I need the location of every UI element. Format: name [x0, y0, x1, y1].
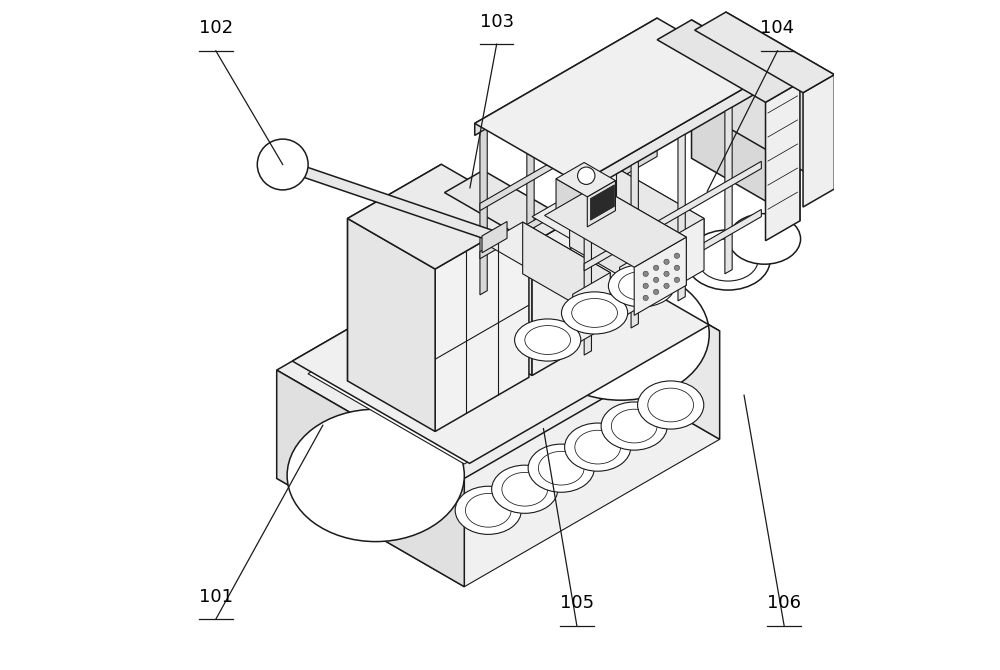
Polygon shape: [726, 12, 834, 189]
Polygon shape: [584, 210, 761, 319]
Polygon shape: [292, 222, 709, 464]
Circle shape: [578, 167, 595, 184]
Circle shape: [674, 277, 680, 283]
Text: 104: 104: [760, 19, 795, 38]
Polygon shape: [485, 222, 610, 294]
Ellipse shape: [575, 430, 621, 464]
Circle shape: [653, 277, 659, 283]
Ellipse shape: [619, 271, 664, 300]
Circle shape: [257, 139, 308, 190]
Ellipse shape: [572, 299, 617, 328]
Polygon shape: [631, 161, 638, 328]
Ellipse shape: [502, 472, 548, 506]
Ellipse shape: [698, 239, 758, 281]
Polygon shape: [573, 273, 610, 346]
Polygon shape: [590, 185, 614, 220]
Circle shape: [643, 271, 648, 277]
Polygon shape: [695, 12, 834, 92]
Ellipse shape: [608, 265, 675, 307]
Ellipse shape: [611, 409, 657, 443]
Circle shape: [653, 289, 659, 295]
Text: 101: 101: [199, 588, 233, 606]
Polygon shape: [766, 82, 800, 241]
Polygon shape: [480, 149, 657, 259]
Ellipse shape: [465, 494, 511, 527]
Polygon shape: [621, 47, 628, 214]
Polygon shape: [574, 74, 581, 241]
Polygon shape: [277, 370, 464, 587]
Polygon shape: [616, 168, 704, 270]
Polygon shape: [277, 331, 720, 587]
Ellipse shape: [601, 402, 667, 450]
Polygon shape: [445, 170, 571, 243]
Polygon shape: [281, 159, 494, 241]
Polygon shape: [523, 222, 610, 324]
Circle shape: [674, 265, 680, 271]
Circle shape: [653, 265, 659, 271]
Polygon shape: [570, 195, 657, 297]
Polygon shape: [475, 18, 657, 135]
Polygon shape: [445, 192, 532, 375]
Polygon shape: [348, 218, 435, 431]
Polygon shape: [545, 186, 686, 267]
Text: 106: 106: [767, 594, 801, 612]
Polygon shape: [532, 195, 657, 267]
Circle shape: [674, 253, 680, 259]
Polygon shape: [584, 161, 761, 271]
Text: 102: 102: [199, 19, 233, 38]
Polygon shape: [667, 218, 704, 292]
Ellipse shape: [532, 268, 709, 400]
Circle shape: [664, 259, 669, 265]
Polygon shape: [482, 222, 507, 253]
Ellipse shape: [525, 326, 571, 354]
Ellipse shape: [492, 465, 558, 513]
Polygon shape: [308, 241, 694, 464]
Ellipse shape: [728, 214, 801, 264]
Polygon shape: [475, 18, 761, 184]
Circle shape: [664, 283, 669, 289]
Polygon shape: [579, 168, 704, 240]
Polygon shape: [597, 186, 686, 285]
Polygon shape: [584, 188, 591, 355]
Circle shape: [643, 283, 648, 289]
Ellipse shape: [455, 486, 521, 535]
Polygon shape: [556, 179, 587, 227]
Ellipse shape: [565, 423, 631, 471]
Ellipse shape: [287, 409, 464, 541]
Polygon shape: [725, 107, 732, 274]
Polygon shape: [692, 20, 800, 221]
Circle shape: [664, 271, 669, 277]
Polygon shape: [678, 134, 685, 301]
Circle shape: [643, 295, 648, 301]
Polygon shape: [527, 101, 534, 268]
Polygon shape: [587, 180, 615, 227]
Ellipse shape: [648, 388, 694, 422]
Ellipse shape: [515, 319, 581, 361]
Polygon shape: [556, 163, 615, 197]
Polygon shape: [480, 128, 487, 295]
Polygon shape: [480, 101, 657, 210]
Polygon shape: [579, 78, 761, 196]
Polygon shape: [277, 222, 720, 478]
Ellipse shape: [561, 292, 628, 334]
Ellipse shape: [638, 381, 704, 429]
Polygon shape: [620, 245, 657, 319]
Polygon shape: [803, 74, 834, 207]
Polygon shape: [348, 164, 441, 381]
Polygon shape: [532, 221, 571, 375]
Polygon shape: [657, 20, 800, 103]
Text: 105: 105: [560, 594, 594, 612]
Ellipse shape: [538, 452, 584, 485]
Ellipse shape: [686, 230, 770, 290]
Polygon shape: [435, 215, 529, 431]
Polygon shape: [348, 164, 529, 269]
Polygon shape: [532, 222, 720, 440]
Text: 103: 103: [480, 13, 514, 31]
Ellipse shape: [528, 444, 594, 492]
Polygon shape: [634, 237, 686, 316]
